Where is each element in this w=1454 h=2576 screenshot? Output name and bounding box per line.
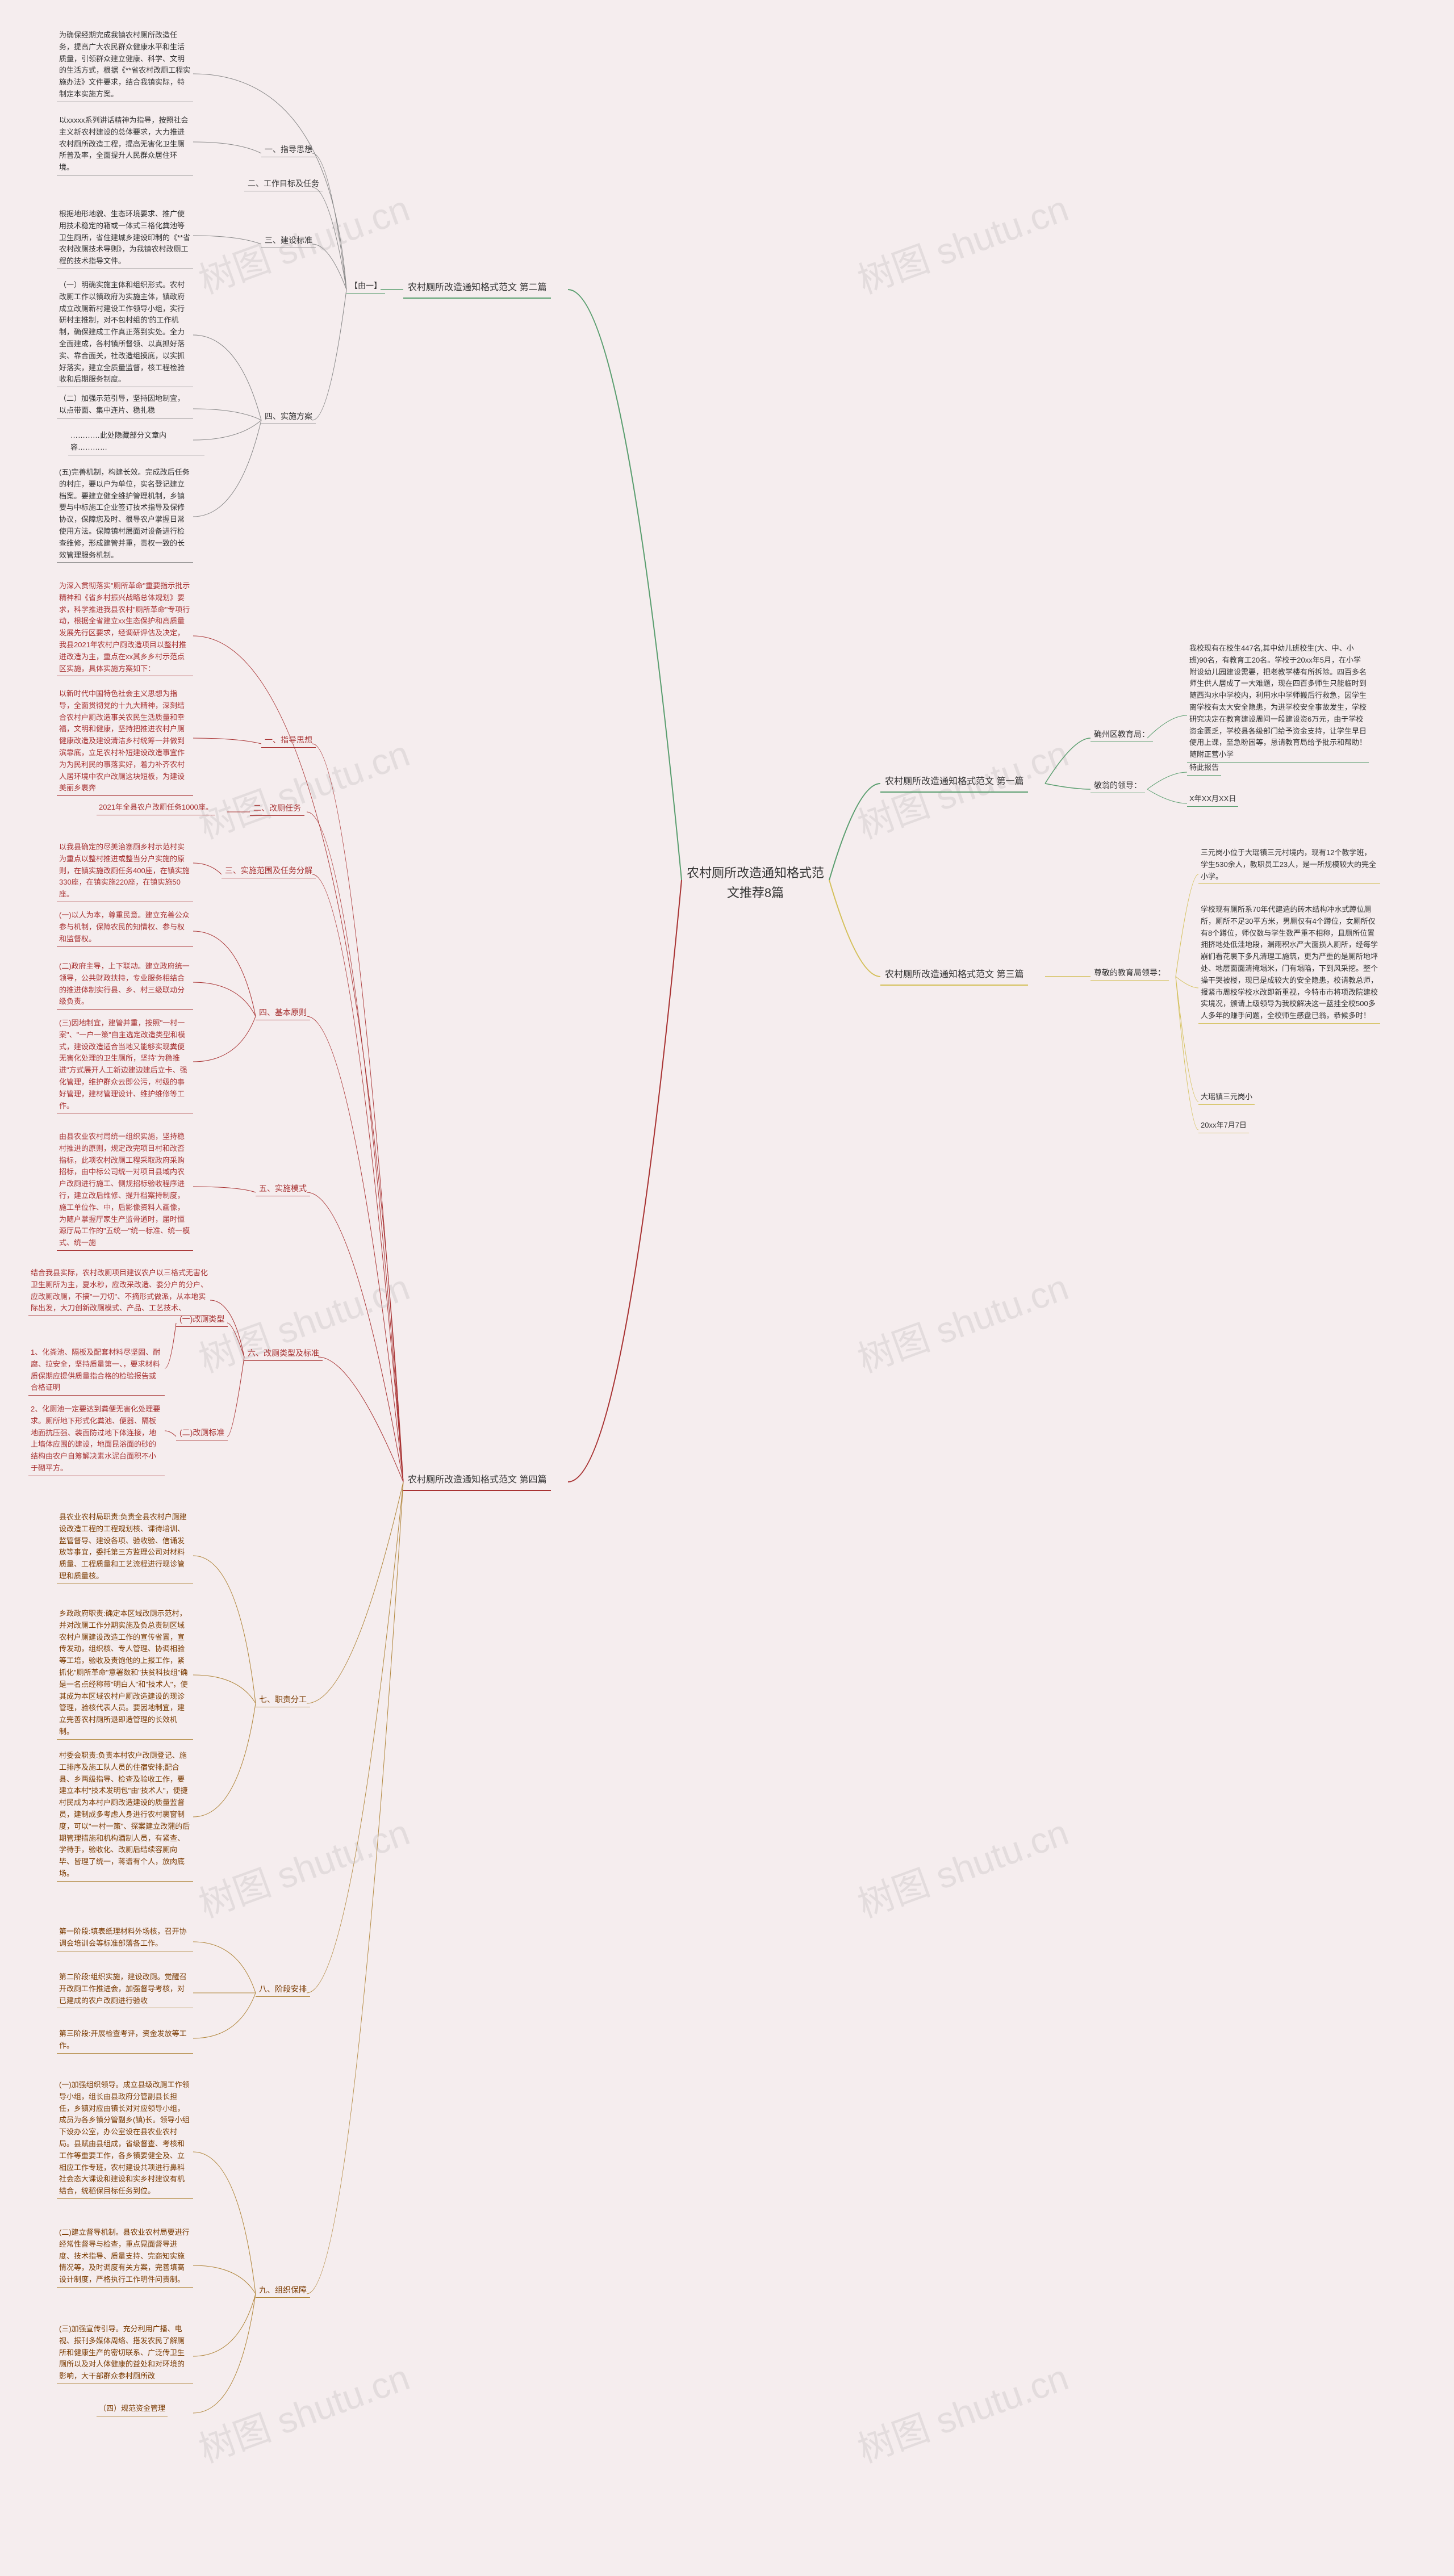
b4-s62t: 2、化厕池一定要达到粪便无害化处理要求。厕所地下形式化粪池、便器、隔板地面抗压强… xyxy=(28,1402,165,1476)
b4-s2: 二、改厕任务 xyxy=(250,801,304,816)
root-node: 农村厕所改造通知格式范文推荐8篇 xyxy=(682,863,829,903)
b2-marker: 【由一】 xyxy=(346,278,385,294)
b4-s5: 五、实施模式 xyxy=(256,1181,310,1196)
b4-s7: 七、职责分工 xyxy=(256,1692,310,1707)
branch-2: 农村厕所改造通知格式范文 第二篇 xyxy=(403,278,551,299)
connector-lines xyxy=(0,0,1454,2576)
b4-s8: 八、阶段安排 xyxy=(256,1982,310,1997)
b4-s43: (三)因地制宜，建管并重，按照"一村一案"、"一户一策"自主选定改造类型和模式，… xyxy=(57,1016,193,1113)
b4-s6i: 结合我县实际，农村改厕项目建议农户以三格式无害化卫生厕所为主，夏水秒，应改采改造… xyxy=(28,1266,210,1316)
b3-n2: 大瑶镇三元岗小 xyxy=(1198,1090,1255,1105)
b4-s82: 第二阶段:组织实施，建设改厕。觉醒召开改厕工作推进会，加强督导考核，对已建成的农… xyxy=(57,1970,193,2008)
branch-4: 农村厕所改造通知格式范文 第四篇 xyxy=(403,1471,551,1491)
b4-s61: (一)改厕类型 xyxy=(176,1312,228,1327)
b4-s93: (三)加强宣传引导。充分利用广播、电视、报刊多媒体周络、搭发农民了解厕所和健康生… xyxy=(57,2322,193,2384)
b4-s3t: 以我县确定的尽美治寨厕乡村示范村实为重点以整村推进或整当分户实施的原则，在镇实施… xyxy=(57,840,193,902)
b3-n1: 尊敬的教育局领导： xyxy=(1090,965,1169,981)
b4-s2t: 2021年全县农户改厕任务1000座。 xyxy=(97,801,215,815)
b4-s4: 四、基本原则 xyxy=(256,1005,310,1020)
b4-s42: (二)政府主导，上下联动。建立政府统一领导，公共财政扶持，专业服务相结合的推进体… xyxy=(57,960,193,1010)
watermark: 树图 shutu.cn xyxy=(191,1803,416,1928)
b4-s5t: 由县农业农村局统一组织实施，坚持稳村推进的原则，规定改完项目村和改否指标，此项农… xyxy=(57,1130,193,1251)
b4-s83: 第三阶段:开展检查考评，资金发放等工作。 xyxy=(57,2027,193,2054)
b4-s92: (二)建立督导机制。县农业农村局要进行经常性督导与检查，重点晃面督导进度、技术指… xyxy=(57,2226,193,2288)
b2-s41: （一）明确实施主体和组织形式。农村改厕工作以镇政府为实施主体，镇政府成立改厕新村… xyxy=(57,278,193,387)
b4-s81: 第一阶段:填表纸理材料外场核，召开协调会培训会等标准部落各工作。 xyxy=(57,1925,193,1951)
b4-s72: 乡政政府职责:确定本区域改厕示范村，并对改厕工作分期实施及负总责制区域农村户厕建… xyxy=(57,1607,193,1740)
b4-s41: (一)以人为本，尊重民意。建立充善公众参与机制，保障农民的知情权、参与权和监督权… xyxy=(57,908,193,946)
b4-s3: 三、实施范围及任务分解 xyxy=(222,863,316,878)
b2-s1: 一、指导思想 xyxy=(261,142,316,157)
b3-p2: 学校现有厕所系70年代建造的砖木结构冲水式蹲位厕所，厕所不足30平方米，男厕仅有… xyxy=(1198,903,1380,1024)
b1-sub4: X年XX月XX日 xyxy=(1187,792,1238,807)
b2-s3t: 根据地形地貌、生态环境要求、推广使用技术稳定的箱或一体式三格化粪池等卫生厕所，省… xyxy=(57,207,193,269)
b4-s6: 六、改厕类型及标准 xyxy=(244,1346,323,1361)
b4-s61t: 1、化粪池、隔板及配套材料尽坚固、耐腐、拉安全，坚持质量第一、，要求材料质保期应… xyxy=(28,1346,165,1396)
b1-sub3: 敬翁的领导： xyxy=(1090,778,1145,793)
branch-3: 农村厕所改造通知格式范文 第三篇 xyxy=(880,965,1028,986)
b3-n3: 20xx年7月7日 xyxy=(1198,1119,1249,1133)
b1-sub1: 确州区教育局： xyxy=(1090,727,1153,742)
b2-s3: 三、建设标准 xyxy=(261,233,316,248)
watermark: 树图 shutu.cn xyxy=(191,2348,416,2473)
b1-sub2: 特此报告 xyxy=(1187,761,1221,776)
b2-s4: 四、实施方案 xyxy=(261,409,316,424)
b4-s91: (一)加强组织领导。成立县级改厕工作领导小组，组长由县政府分管副县长担任，乡镇对… xyxy=(57,2078,193,2199)
watermark: 树图 shutu.cn xyxy=(850,2348,1075,2473)
b4-s71: 县农业农村局职责:负责全县农村户厕建设改造工程的工程规划核、课待培训、监管督导、… xyxy=(57,1510,193,1584)
b4-s62: (二)改厕标准 xyxy=(176,1425,228,1440)
b4-s94: （四）规范资金管理 xyxy=(97,2402,168,2416)
b2-s2: 二、工作目标及任务 xyxy=(244,176,323,191)
b4-s73: 村委会职责:负责本村农户改厕登记、施工排序及施工队人员的住宿安排;配合县、乡两级… xyxy=(57,1749,193,1882)
branch-1: 农村厕所改造通知格式范文 第一篇 xyxy=(880,772,1028,793)
b2-s43: …………此处隐藏部分文章内容………… xyxy=(68,429,204,455)
b4-s1t: 以新时代中国特色社会主义思想为指导，全面贯彻党的十九大精神，深刻结合农村户厕改造… xyxy=(57,687,193,796)
watermark: 树图 shutu.cn xyxy=(850,179,1075,304)
b2-s1t: 以xxxxx系列讲话精神为指导，按照社会主义新农村建设的总体要求，大力推进农村厕… xyxy=(57,114,193,175)
b4-s9: 九、组织保障 xyxy=(256,2282,310,2298)
watermark: 树图 shutu.cn xyxy=(850,1258,1075,1383)
b4-intro: 为深入贯彻落实"厕所革命"重要指示批示精神和《省乡村振兴战略总体规划》要求，科学… xyxy=(57,579,193,676)
b2-s42: （二）加强示范引导，坚持因地制宜，以点带面、集中连片、稳扎稳 xyxy=(57,392,193,418)
b1-para1: 我校现有在校生447名,其中幼儿班校生(大、中、小班)90名，有教育工20名。学… xyxy=(1187,642,1369,763)
b3-p1: 三元岗小位于大瑶镇三元村境内，现有12个教学班，学生530余人，教职员工23人，… xyxy=(1198,846,1380,884)
watermark: 树图 shutu.cn xyxy=(850,1803,1075,1928)
b4-s1: 一、指导思想 xyxy=(261,732,316,748)
b2-s45: (五)完善机制，构建长效。完成改后任务的村庄，要以户为单位，实名登记建立档案。要… xyxy=(57,466,193,563)
b2-intro: 为确保经期完成我镇农村厕所改造任务，提高广大农民群众健康水平和生活质量，引领群众… xyxy=(57,28,193,102)
